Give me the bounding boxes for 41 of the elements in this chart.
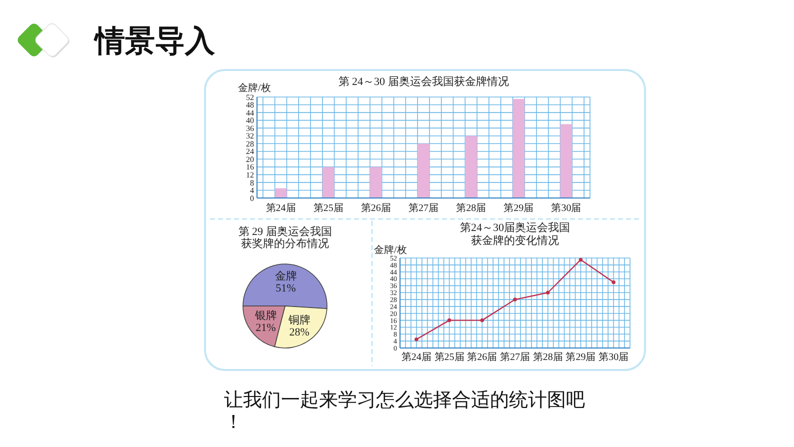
ytick: 24	[246, 147, 254, 156]
xtick: 第27届	[408, 203, 438, 214]
xtick: 第24届	[401, 352, 432, 363]
xtick: 第25届	[313, 203, 344, 214]
ytick: 4	[250, 186, 254, 196]
xtick: 第30届	[598, 352, 629, 363]
xtick: 第26届	[467, 352, 498, 363]
slice-label: 银牌	[254, 310, 277, 322]
title: 第24～30届奥运会我国获金牌的变化情况	[460, 222, 570, 247]
ytick: 36	[246, 124, 254, 133]
xtick: 第29届	[566, 352, 596, 363]
ytick: 44	[246, 108, 254, 118]
value-label: 51%	[276, 282, 296, 295]
ytick: 40	[246, 116, 254, 126]
ytick: 12	[246, 170, 254, 180]
xtick: 第27届	[500, 352, 530, 363]
xtick: 第25届	[434, 352, 464, 363]
ytick: 16	[246, 162, 254, 172]
title: 情景导入	[95, 25, 215, 58]
value-label: 28%	[289, 326, 310, 339]
xtick: 第28届	[456, 203, 486, 214]
title: 第 29 届奥运会我国获奖牌的分布情况	[238, 226, 332, 250]
xtick: 第30届	[551, 203, 582, 214]
title: 第 24～30 届奥运会我国获金牌情况	[338, 76, 509, 88]
xtick: 第24届	[266, 203, 296, 214]
ytick: 28	[246, 139, 254, 148]
slice-label: 金牌	[274, 270, 297, 283]
ytick: 52	[246, 92, 254, 102]
ytick: 32	[246, 132, 254, 141]
ylabel: 金牌/枚	[374, 245, 407, 256]
ytick: 0	[250, 194, 254, 203]
slice-label: 铜牌	[288, 314, 310, 327]
xtick: 第26届	[360, 203, 391, 214]
annotation: 让我们一起来学习怎么选择合适的统计图吧！	[224, 390, 585, 433]
xtick: 第29届	[504, 203, 534, 214]
ytick: 48	[246, 100, 254, 110]
ylabel: 金牌/枚	[238, 83, 271, 94]
xtick: 第28届	[532, 352, 563, 363]
ytick: 20	[246, 154, 254, 164]
value-label: 21%	[256, 322, 276, 334]
ytick: 8	[250, 178, 254, 188]
